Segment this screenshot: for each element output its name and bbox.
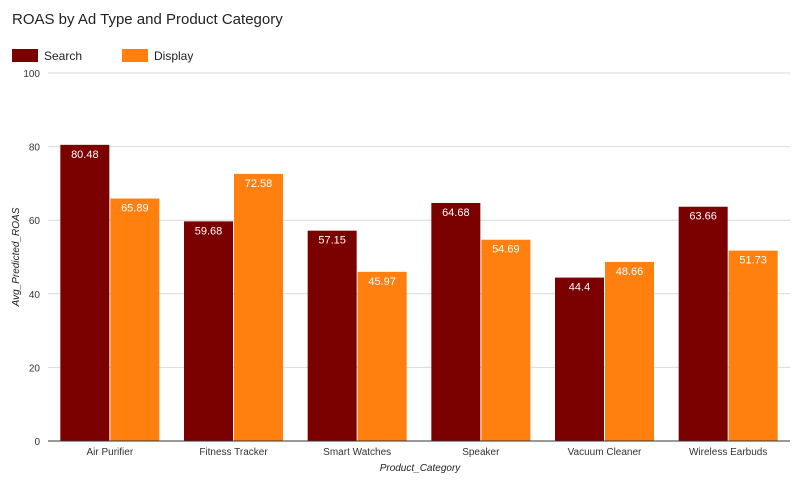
x-tick-label: Fitness Tracker — [199, 447, 268, 458]
legend: Search Display — [12, 49, 193, 63]
x-tick-label: Vacuum Cleaner — [568, 447, 642, 458]
y-axis-ticks: 0 20 40 60 80 100 — [23, 69, 40, 448]
x-tick-label: Air Purifier — [86, 447, 133, 458]
bar-display — [481, 239, 531, 441]
x-tick-label: Wireless Earbuds — [689, 447, 767, 458]
legend-swatch-display — [122, 49, 148, 62]
bar-display — [234, 173, 283, 442]
bar-value-label-search: 80.48 — [71, 149, 99, 161]
bar-display — [605, 261, 654, 441]
bar-value-label-display: 65.89 — [121, 203, 149, 215]
legend-label-search: Search — [44, 49, 82, 63]
bar-value-label-display: 54.69 — [492, 244, 520, 256]
y-axis-title: Avg_Predicted_ROAS — [11, 207, 22, 307]
bar-search — [184, 221, 233, 441]
bar-display — [110, 198, 160, 441]
bar-display — [357, 271, 407, 441]
legend-swatch-search — [12, 49, 38, 62]
bar-value-label-search: 44.4 — [569, 282, 590, 294]
y-tick-label: 80 — [29, 143, 41, 154]
bar-value-label-search: 64.68 — [442, 207, 470, 219]
bar-search — [307, 230, 357, 441]
bar-search — [431, 202, 481, 441]
bar-value-label-search: 57.15 — [318, 235, 346, 247]
bar-value-label-display: 45.97 — [368, 276, 396, 288]
bar-search — [678, 206, 728, 441]
bars — [60, 144, 778, 442]
y-tick-label: 100 — [23, 69, 40, 80]
x-axis-ticks: Air Purifier Fitness Tracker Smart Watches… — [86, 447, 767, 458]
y-tick-label: 40 — [29, 290, 41, 301]
bar-value-label-display: 48.66 — [616, 266, 644, 278]
x-tick-label: Speaker — [462, 447, 500, 458]
y-tick-label: 20 — [29, 363, 41, 374]
bar-value-labels: 80.48 65.89 59.68 72.58 57.15 45.97 64.68 54.69… — [71, 149, 767, 294]
gridlines — [48, 72, 790, 368]
bar-value-label-display: 51.73 — [739, 255, 767, 267]
x-axis-title: Product_Category — [380, 463, 462, 474]
bar-value-label-search: 63.66 — [689, 211, 717, 223]
bar-value-label-display: 72.58 — [245, 178, 273, 190]
legend-label-display: Display — [154, 49, 193, 63]
bar-value-label-search: 59.68 — [195, 225, 223, 237]
y-tick-label: 0 — [34, 437, 40, 448]
bar-display — [728, 250, 778, 441]
y-tick-label: 60 — [29, 216, 41, 227]
chart-title: ROAS by Ad Type and Product Category — [12, 11, 283, 28]
bar-search — [60, 144, 110, 441]
x-tick-label: Smart Watches — [323, 447, 391, 458]
bar-search — [555, 277, 604, 441]
